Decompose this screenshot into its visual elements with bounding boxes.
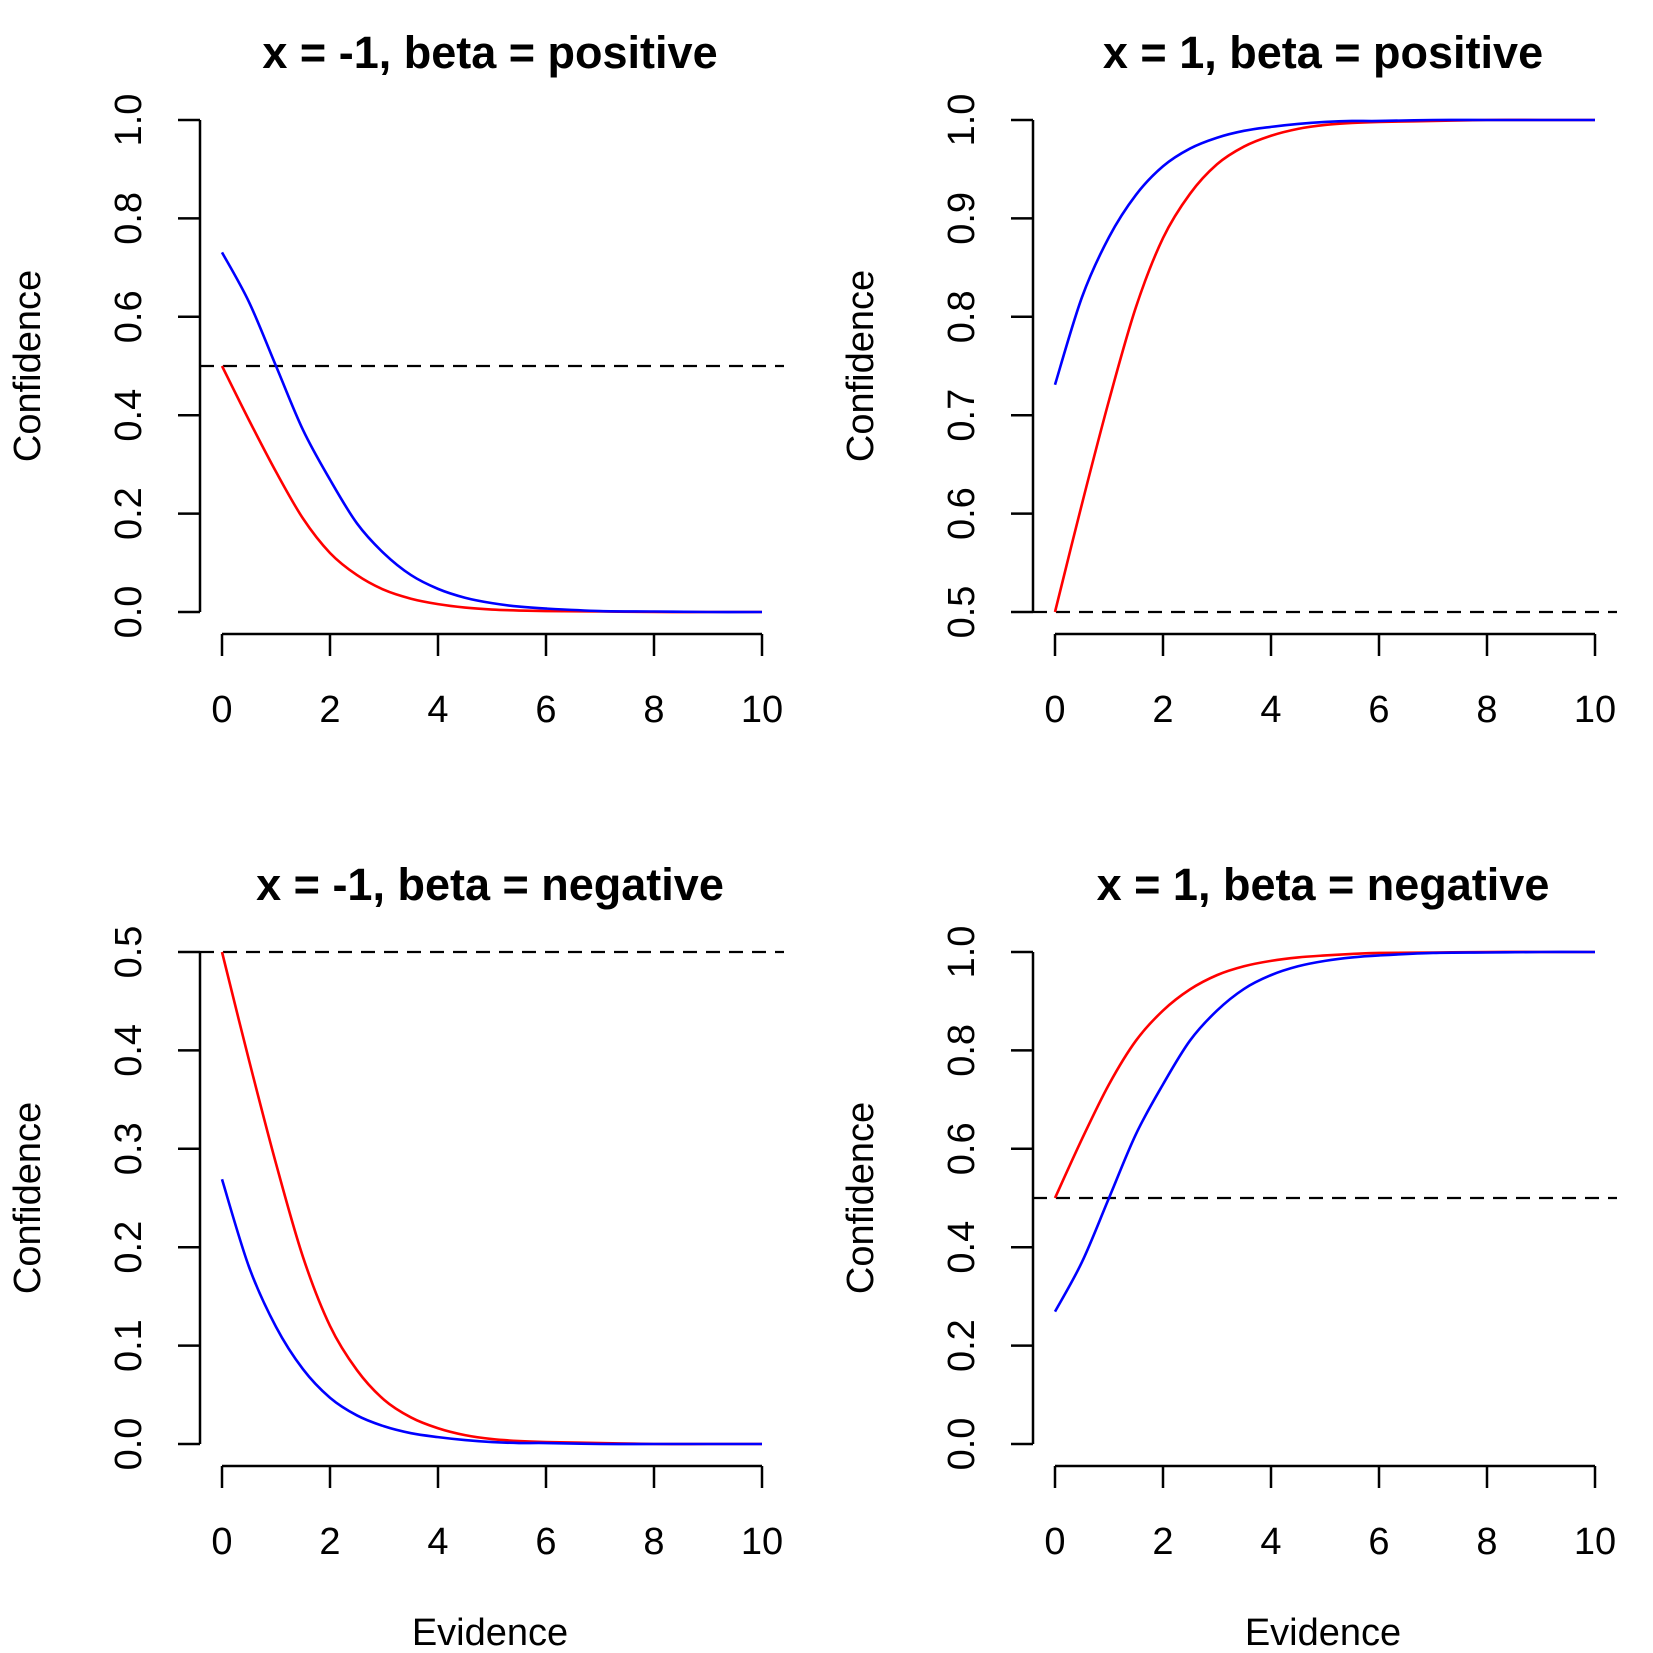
chart-title: x = 1, beta = positive	[1103, 27, 1543, 78]
chart-title: x = -1, beta = negative	[256, 859, 724, 910]
series-line-1	[1053, 950, 1595, 1199]
chart-panel-3: x = -1, beta = negative 0.0 0.1 0.2 0.3 0.4 0.…	[7, 859, 784, 1653]
series-line-2	[1053, 950, 1596, 1313]
y-tick-label: 0.8	[941, 290, 983, 343]
y-tick-label: 0.4	[941, 1221, 983, 1274]
y-axis-label: Confidence	[840, 1102, 882, 1294]
series-line-2	[220, 1178, 762, 1446]
x-tick-label: 2	[319, 1521, 340, 1563]
y-tick-label: 0.2	[108, 1221, 150, 1274]
y-tick-label: 0.2	[941, 1319, 983, 1372]
x-tick-label: 10	[1574, 1521, 1616, 1563]
y-tick-label: 1.0	[941, 94, 983, 147]
chart-panel-4: x = 1, beta = negative 0.0 0.2 0.4 0.6 0.8 1.0…	[840, 859, 1617, 1653]
x-tick-label: 4	[427, 1521, 448, 1563]
y-tick-label: 0.6	[941, 1122, 983, 1175]
x-tick-label: 6	[1368, 1521, 1389, 1563]
x-tick-label: 6	[1368, 689, 1389, 731]
y-tick-label: 0.5	[108, 926, 150, 979]
x-tick-label: 8	[643, 689, 664, 731]
x-tick-label: 8	[643, 1521, 664, 1563]
x-tick-label: 0	[1044, 689, 1065, 731]
y-tick-label: 0.3	[108, 1122, 150, 1175]
y-axis-label: Confidence	[840, 270, 882, 462]
x-tick-label: 0	[211, 689, 232, 731]
chart-panel-1: x = -1, beta = positive 0.0 0.2 0.4 0.6 0.8 1.…	[7, 27, 784, 731]
y-tick-label: 0.8	[108, 192, 150, 245]
y-tick-label: 0.5	[941, 586, 983, 639]
y-tick-label: 0.1	[108, 1319, 150, 1372]
y-tick-label: 0.2	[108, 487, 150, 540]
x-tick-label: 2	[1152, 1521, 1173, 1563]
y-tick-label: 0.9	[941, 192, 983, 245]
y-axis-label: Confidence	[7, 1102, 49, 1294]
y-tick-label: 0.6	[108, 290, 150, 343]
x-tick-label: 0	[211, 1521, 232, 1563]
series-line-2	[1053, 118, 1595, 386]
x-tick-label: 6	[535, 1521, 556, 1563]
y-tick-label: 0.7	[941, 389, 983, 442]
y-tick-label: 0.0	[108, 1418, 150, 1471]
x-tick-label: 4	[1260, 689, 1281, 731]
x-tick-label: 0	[1044, 1521, 1065, 1563]
x-tick-label: 8	[1476, 1521, 1497, 1563]
chart-title: x = 1, beta = negative	[1097, 859, 1550, 910]
x-tick-label: 10	[1574, 689, 1616, 731]
series-line-2	[220, 251, 763, 614]
x-tick-label: 4	[1260, 1521, 1281, 1563]
x-tick-label: 10	[741, 689, 783, 731]
y-tick-label: 0.4	[108, 389, 150, 442]
x-tick-label: 8	[1476, 689, 1497, 731]
y-tick-label: 0.8	[941, 1024, 983, 1077]
x-axis-label: Evidence	[412, 1612, 568, 1653]
chart-panel-2: x = 1, beta = positive 0.5 0.6 0.7 0.8 0.9 1.0…	[840, 27, 1617, 731]
x-tick-label: 2	[1152, 689, 1173, 731]
x-tick-label: 6	[535, 689, 556, 731]
y-tick-label: 0.6	[941, 487, 983, 540]
x-tick-label: 2	[319, 689, 340, 731]
chart-title: x = -1, beta = positive	[262, 27, 717, 78]
y-tick-label: 0.0	[108, 586, 150, 639]
x-tick-label: 4	[427, 689, 448, 731]
y-tick-label: 1.0	[108, 94, 150, 147]
x-axis-label: Evidence	[1245, 1612, 1401, 1653]
series-line-1	[220, 365, 762, 614]
y-axis-label: Confidence	[7, 270, 49, 462]
y-tick-label: 0.0	[941, 1418, 983, 1471]
y-tick-label: 0.4	[108, 1024, 150, 1077]
y-tick-label: 1.0	[941, 926, 983, 979]
x-tick-label: 10	[741, 1521, 783, 1563]
